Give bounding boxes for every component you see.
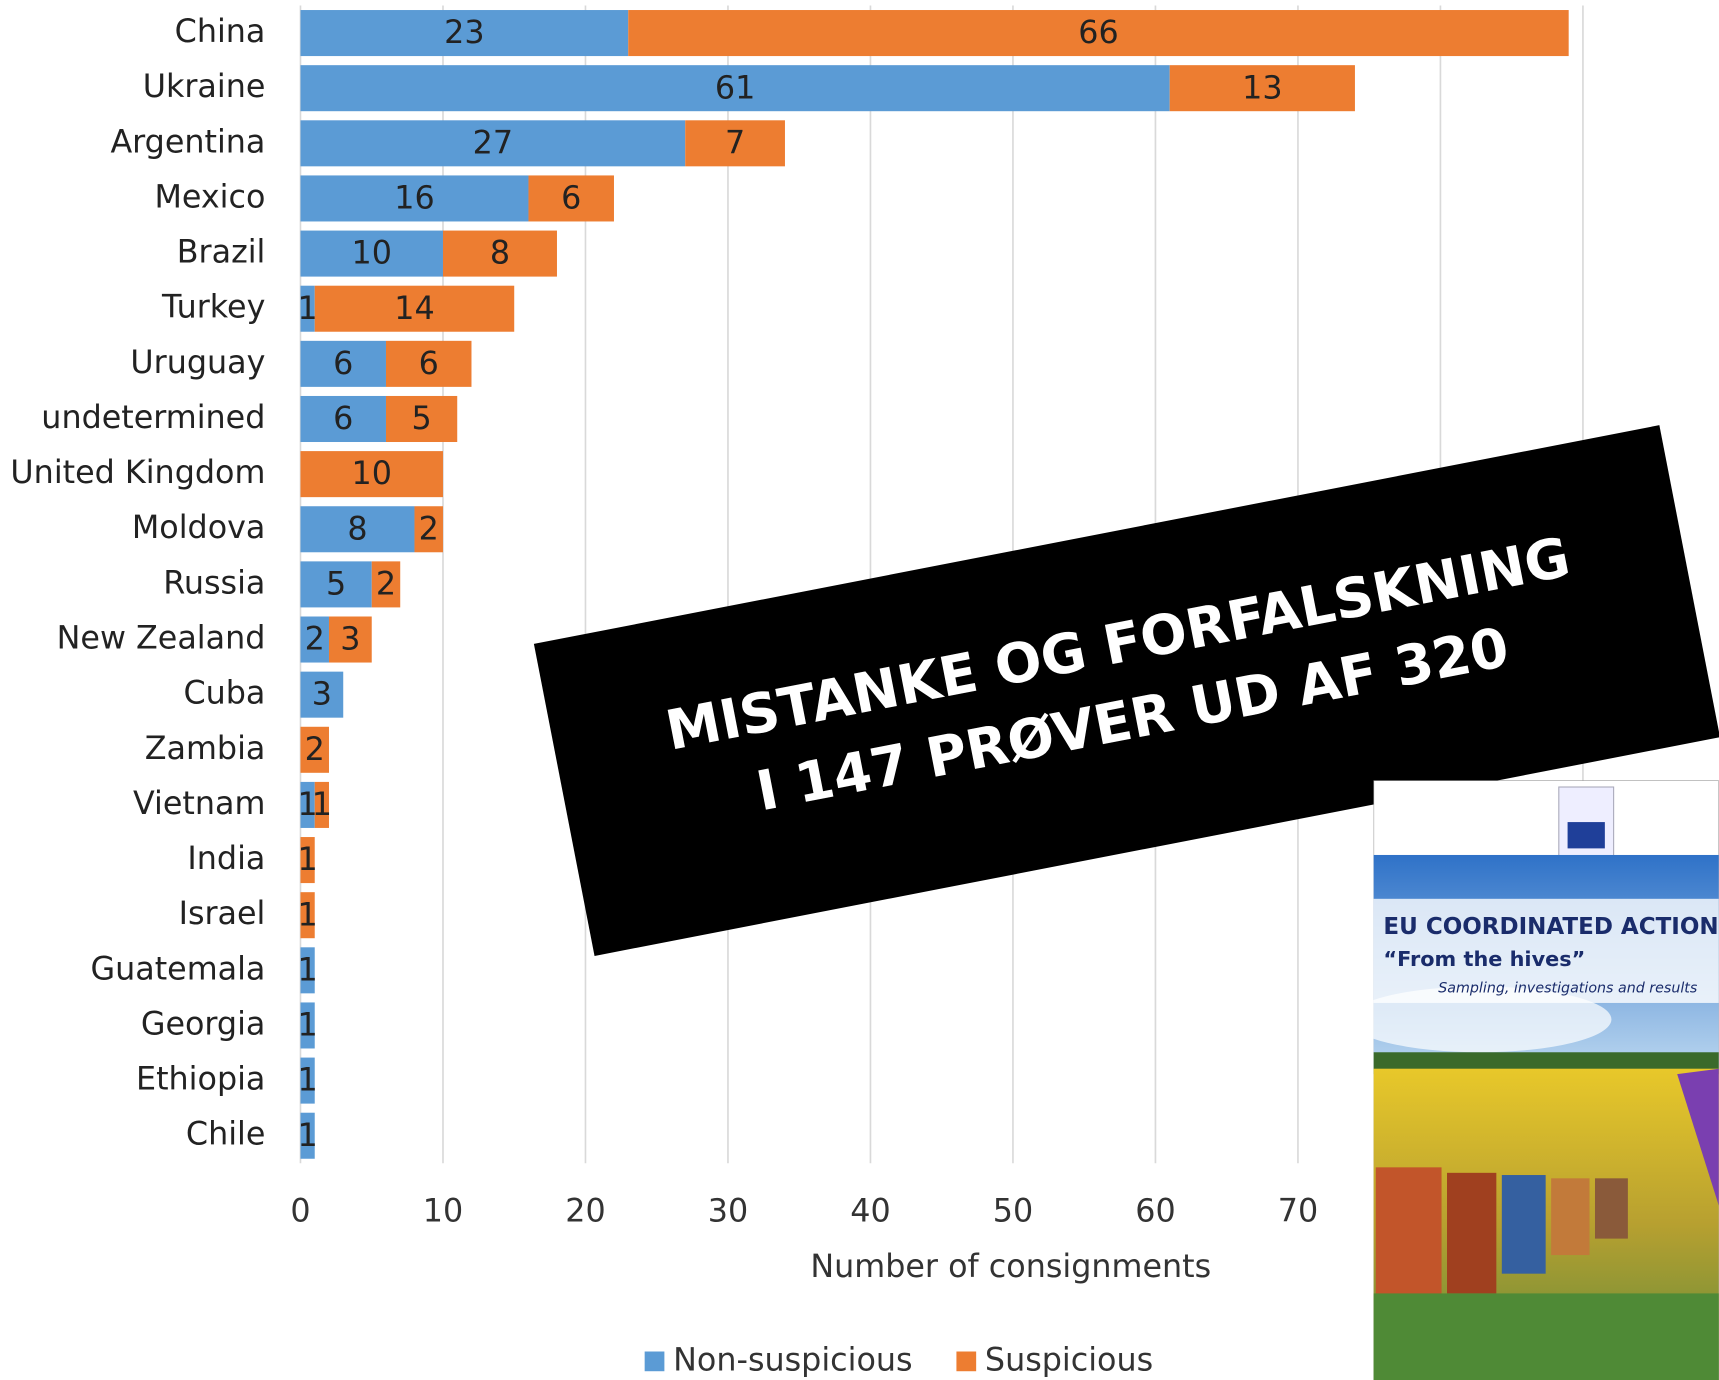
- cover-subtitle: “From the hives”: [1383, 947, 1585, 971]
- cover-flag: [1568, 822, 1605, 848]
- y-tick-label: undetermined: [41, 400, 265, 436]
- legend-label: Non-suspicious: [673, 1342, 912, 1378]
- data-label: 23: [444, 15, 484, 51]
- x-tick-label: 40: [850, 1193, 890, 1229]
- data-label: 5: [411, 401, 431, 437]
- y-tick-label: Chile: [186, 1117, 266, 1153]
- y-tick-label: Israel: [179, 896, 266, 932]
- y-tick-label: Vietnam: [133, 786, 265, 822]
- y-tick-label: Moldova: [132, 510, 266, 546]
- y-tick-label: Ethiopia: [136, 1062, 265, 1098]
- x-tick-label: 70: [1278, 1193, 1318, 1229]
- data-label: 6: [333, 346, 353, 382]
- data-label: 8: [347, 511, 367, 547]
- data-label: 61: [715, 70, 755, 106]
- data-label: 3: [340, 622, 360, 658]
- data-label: 2: [376, 566, 396, 602]
- data-label: 1: [312, 787, 332, 823]
- x-axis-label: Number of consignments: [810, 1249, 1211, 1285]
- y-tick-label: New Zealand: [57, 621, 266, 657]
- report-cover: EU COORDINATED ACTION “From the hives” S…: [1348, 780, 1718, 1380]
- cover-hive: [1595, 1178, 1628, 1238]
- x-tick-label: 0: [290, 1193, 310, 1229]
- x-tick-label: 60: [1135, 1193, 1175, 1229]
- y-tick-label: Cuba: [183, 676, 265, 712]
- data-label: 1: [298, 291, 318, 327]
- y-tick-label: Brazil: [177, 235, 266, 271]
- cover-hive: [1447, 1173, 1496, 1294]
- cover-grass: [1374, 1293, 1719, 1380]
- cover-hive: [1551, 1178, 1589, 1255]
- y-tick-label: Mexico: [154, 179, 265, 215]
- y-tick-label: Zambia: [145, 731, 266, 767]
- data-label: 6: [333, 401, 353, 437]
- data-label: 8: [490, 236, 510, 272]
- x-tick-label: 10: [423, 1193, 463, 1229]
- y-tick-label: Ukraine: [143, 69, 266, 105]
- data-label: 66: [1078, 15, 1118, 51]
- y-tick-label: India: [187, 841, 265, 877]
- legend-label: Suspicious: [985, 1342, 1153, 1378]
- x-tick-label: 50: [993, 1193, 1033, 1229]
- data-label: 2: [305, 732, 325, 768]
- data-label: 5: [326, 566, 346, 602]
- data-label: 10: [352, 456, 392, 492]
- y-tick-label: Guatemala: [90, 951, 265, 987]
- data-label: 13: [1242, 70, 1282, 106]
- data-label: 1: [298, 1118, 318, 1154]
- y-tick-label: Uruguay: [130, 345, 265, 381]
- data-label: 1: [298, 842, 318, 878]
- cover-caption: Sampling, investigations and results: [1438, 981, 1698, 997]
- data-label: 6: [561, 181, 581, 217]
- x-tick-label: 20: [565, 1193, 605, 1229]
- data-label: 27: [473, 125, 513, 161]
- data-label: 16: [394, 181, 434, 217]
- data-label: 1: [298, 1063, 318, 1099]
- data-label: 2: [419, 511, 439, 547]
- chart: 0102030405060708090China2366Ukraine6113A…: [0, 0, 1719, 1380]
- data-label: 14: [394, 291, 434, 327]
- x-tick-label: 30: [708, 1193, 748, 1229]
- y-tick-label: Turkey: [161, 290, 265, 326]
- data-label: 1: [298, 952, 318, 988]
- cover-hive: [1502, 1175, 1546, 1274]
- y-tick-label: Georgia: [141, 1006, 266, 1042]
- data-label: 1: [298, 897, 318, 933]
- data-label: 1: [298, 1008, 318, 1044]
- data-label: 3: [312, 677, 332, 713]
- y-tick-label: China: [175, 14, 266, 50]
- y-tick-label: United Kingdom: [10, 455, 265, 491]
- y-tick-label: Russia: [163, 565, 265, 601]
- legend-swatch: [645, 1352, 665, 1372]
- y-tick-label: Argentina: [110, 124, 265, 160]
- cover-title: EU COORDINATED ACTION: [1383, 914, 1718, 940]
- data-label: 2: [305, 622, 325, 658]
- legend: Non-suspicious Suspicious: [645, 1342, 1154, 1378]
- data-label: 7: [725, 125, 745, 161]
- data-label: 6: [419, 346, 439, 382]
- data-label: 10: [352, 236, 392, 272]
- legend-swatch: [956, 1352, 976, 1372]
